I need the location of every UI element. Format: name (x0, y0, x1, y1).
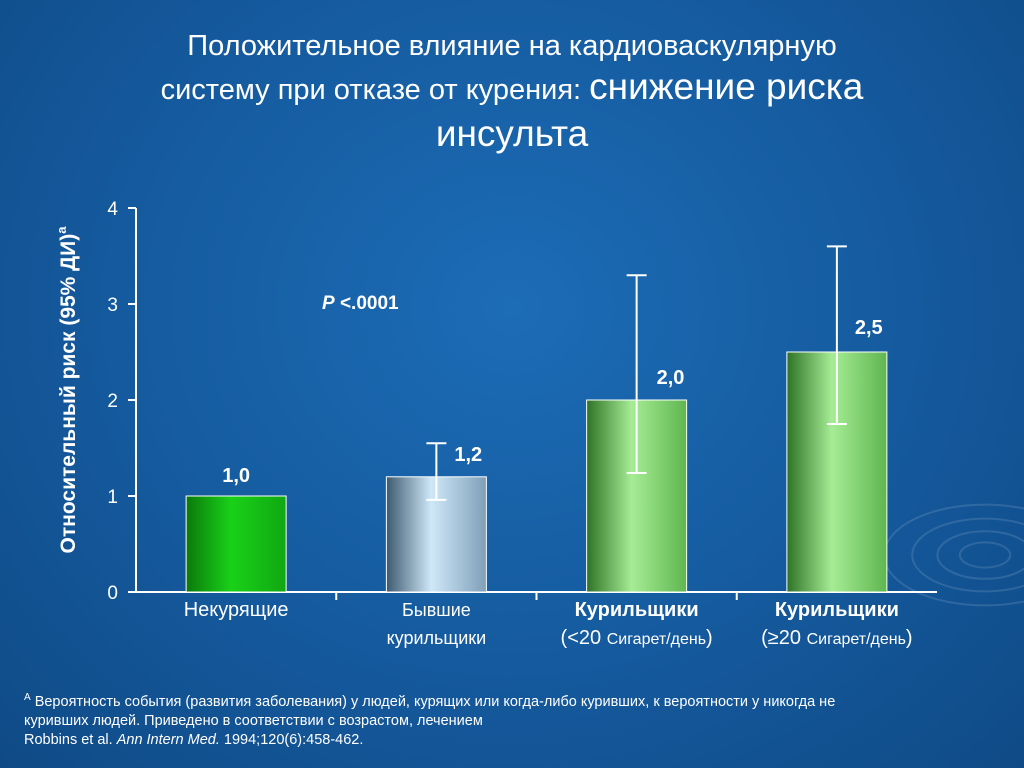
p-value-symbol: P (322, 293, 335, 314)
category-sublabel-part: (<20 (561, 627, 607, 649)
category-sublabel-part: (≥20 (761, 627, 806, 649)
category-sublabel-part: Сигарет/день (807, 631, 906, 648)
category-sublabel: (≥20 Сигарет/день) (761, 627, 912, 649)
y-tick-label: 0 (107, 583, 118, 604)
footnote-line-2: куривших людей. Приведено в соответствии… (24, 712, 483, 729)
reference-details: 1994;120(6):458-462. (219, 731, 364, 748)
category-sublabel: (<20 Сигарет/день) (561, 627, 713, 649)
y-tick-label: 4 (107, 199, 118, 220)
title-line-2-emphasis: снижение риска (589, 66, 864, 108)
category-sublabel-part: курильщики (387, 628, 487, 648)
category-sublabel-part: Сигарет/день (607, 631, 706, 648)
reference-authors: Robbins et al. (24, 731, 117, 748)
category-sublabel-part: ) (906, 627, 913, 649)
footnote-reference: Robbins et al. Ann Intern Med. 1994;120(… (24, 731, 1014, 750)
footnote-marker: A (24, 692, 31, 703)
p-value-text: <.0001 (335, 293, 399, 314)
ripple-ring (911, 517, 1024, 593)
category-sublabel-part: ) (706, 627, 713, 649)
value-label: 2,0 (657, 367, 685, 389)
ripple-ring (958, 541, 1012, 569)
value-label: 2,5 (855, 317, 883, 339)
category-sublabel: курильщики (387, 628, 487, 648)
title-line-2: систему при отказе от курения: снижение … (40, 64, 984, 110)
category-label: Курильщики (775, 599, 899, 621)
reference-journal: Ann Intern Med. (116, 731, 220, 748)
title-line-1: Положительное влияние на кардиоваскулярн… (187, 30, 837, 62)
bar (185, 495, 287, 593)
p-value-annotation: P <.0001 (322, 293, 399, 314)
category-label: Некурящие (184, 599, 289, 621)
title-line-3: инсульта (435, 112, 589, 154)
bar-chart: 0 1 2 3 4 Относительный риск (95% ДИ)a 1,0 Нек… (54, 199, 1024, 649)
category-label: Бывшие (402, 600, 471, 620)
y-axis-label: Относительный риск (95% ДИ)a (54, 226, 80, 554)
y-tick-label: 3 (107, 295, 118, 316)
slide-title: Положительное влияние на кардиоваскулярн… (40, 28, 984, 157)
y-tick-label: 1 (107, 487, 118, 508)
y-tick-label: 2 (107, 391, 118, 412)
ripple-ring (936, 530, 1024, 580)
category-label: Курильщики (575, 599, 699, 621)
footnote-text-1: Вероятность события (развития заболевани… (30, 693, 836, 710)
footnote-line-1: A Вероятность события (развития заболева… (24, 688, 1014, 712)
title-line-2-prefix: систему при отказе от курения: (160, 74, 590, 107)
y-axis-label-superscript: a (54, 226, 69, 234)
value-label: 1,0 (222, 465, 250, 487)
value-label: 1,2 (454, 444, 482, 466)
footnote: A Вероятность события (развития заболева… (24, 688, 1014, 750)
